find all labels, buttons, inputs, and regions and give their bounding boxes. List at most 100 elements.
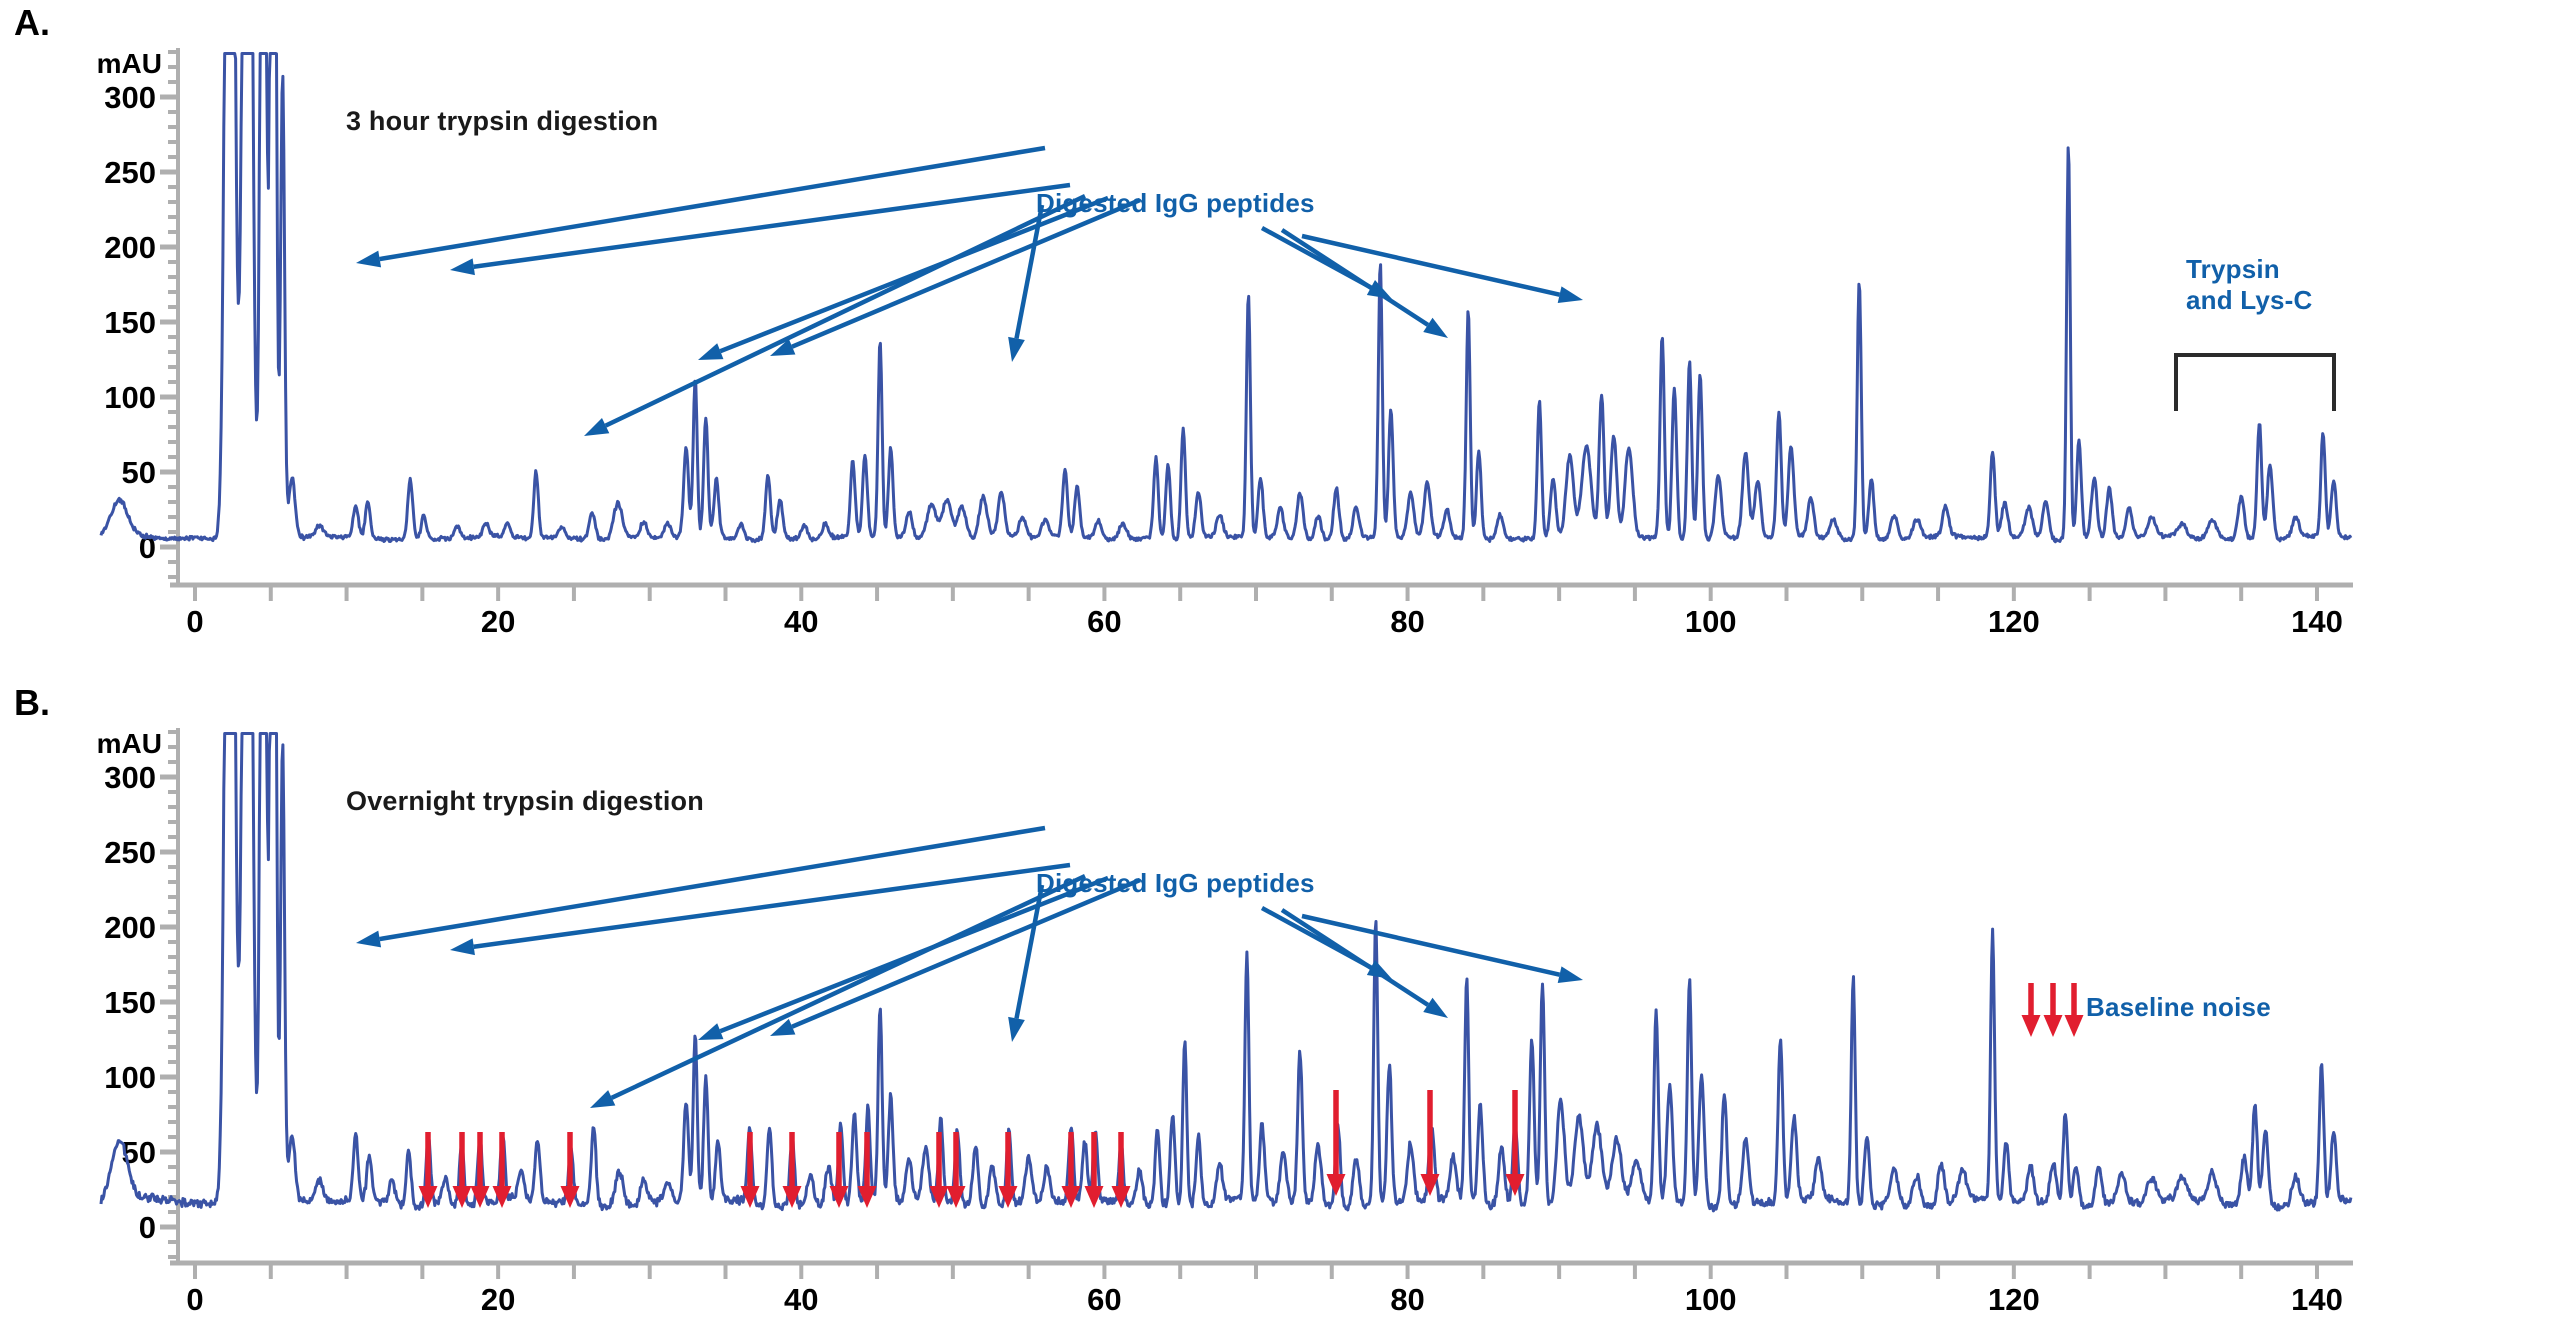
x-tick-label: 80 bbox=[1390, 604, 1424, 639]
y-tick-label: 100 bbox=[104, 1060, 156, 1095]
x-tick-label: 60 bbox=[1087, 1282, 1121, 1317]
annotation-arrow-shaft bbox=[1014, 884, 1045, 1019]
annotation-arrow-head bbox=[1008, 336, 1025, 362]
red-arrow-head bbox=[1084, 1186, 1104, 1208]
red-arrow-head bbox=[2043, 1015, 2063, 1037]
annotation-arrow-shaft bbox=[473, 182, 1071, 269]
annotation-arrow-shaft bbox=[719, 195, 1109, 354]
annotation-arrow-head bbox=[1557, 966, 1583, 983]
annotation-arrow-head bbox=[356, 930, 382, 948]
annotation-arrow-head bbox=[1423, 997, 1448, 1018]
x-tick-label: 140 bbox=[2291, 1282, 2343, 1317]
red-arrow-head bbox=[998, 1186, 1018, 1208]
annotation-arrow-head bbox=[698, 1023, 724, 1040]
x-tick-label: 120 bbox=[1988, 604, 2040, 639]
trypsin-line-1: Trypsin bbox=[2186, 254, 2280, 284]
x-tick-label: 100 bbox=[1685, 604, 1737, 639]
red-arrow-head bbox=[782, 1186, 802, 1208]
red-arrow-head bbox=[1061, 1186, 1081, 1208]
annotation-arrow-shaft bbox=[791, 197, 1141, 349]
panel-b-baseline-noise-annotation: Baseline noise bbox=[2086, 992, 2271, 1022]
red-arrow-head bbox=[2021, 1015, 2041, 1037]
y-tick-label: 0 bbox=[139, 1210, 156, 1245]
annotation-arrow-shaft bbox=[1301, 913, 1561, 977]
annotation-arrow-head bbox=[770, 1018, 796, 1036]
red-arrow-head bbox=[2064, 1015, 2084, 1037]
annotation-arrow-head bbox=[1557, 286, 1583, 303]
annotation-arrow-shaft bbox=[1301, 233, 1561, 297]
annotation-arrow-head bbox=[1366, 280, 1392, 299]
y-tick-label: 250 bbox=[104, 835, 156, 870]
annotation-arrow-head bbox=[356, 250, 382, 268]
panel-a-trypsin-lysc-annotation: Trypsin and Lys-C bbox=[2186, 254, 2313, 316]
red-arrow-head bbox=[560, 1186, 580, 1208]
annotation-arrow-shaft bbox=[610, 873, 1086, 1100]
annotation-arrow-head bbox=[1423, 317, 1448, 338]
x-tick-label: 0 bbox=[186, 604, 203, 639]
chromatogram-trace-A bbox=[99, 52, 2353, 544]
panel-b-title: Overnight trypsin digestion bbox=[346, 786, 704, 816]
x-tick-label: 40 bbox=[784, 604, 818, 639]
annotation-arrow-shaft bbox=[1280, 908, 1430, 1007]
red-arrow-head bbox=[1111, 1186, 1131, 1208]
annotation-arrow-head bbox=[590, 1090, 616, 1108]
x-tick-label: 120 bbox=[1988, 1282, 2040, 1317]
y-tick-label: 200 bbox=[104, 910, 156, 945]
red-arrow-head bbox=[857, 1186, 877, 1208]
red-arrow-head bbox=[470, 1186, 490, 1208]
annotation-arrow-head bbox=[770, 338, 796, 356]
annotation-arrow-head bbox=[450, 258, 475, 276]
x-tick-label: 80 bbox=[1390, 1282, 1424, 1317]
annotation-arrow-head bbox=[450, 938, 475, 956]
y-tick-label: 50 bbox=[122, 455, 156, 490]
annotation-arrow-head bbox=[584, 417, 610, 436]
trypsin-lysc-bracket bbox=[2174, 353, 2336, 411]
y-tick-label: 100 bbox=[104, 380, 156, 415]
x-tick-label: 140 bbox=[2291, 604, 2343, 639]
annotation-arrow-shaft bbox=[1280, 228, 1430, 327]
y-tick-label: 200 bbox=[104, 230, 156, 265]
x-tick-label: 100 bbox=[1685, 1282, 1737, 1317]
x-tick-label: 20 bbox=[481, 1282, 515, 1317]
panel-a-y-axis-label: mAU bbox=[96, 48, 162, 79]
trypsin-line-2: and Lys-C bbox=[2186, 285, 2313, 315]
red-arrow-head bbox=[929, 1186, 949, 1208]
annotation-arrow-shaft bbox=[1014, 204, 1045, 339]
x-tick-label: 20 bbox=[481, 604, 515, 639]
annotation-arrow-shaft bbox=[379, 825, 1046, 942]
y-tick-label: 300 bbox=[104, 760, 156, 795]
y-tick-label: 150 bbox=[104, 305, 156, 340]
y-tick-label: 150 bbox=[104, 985, 156, 1020]
y-tick-label: 250 bbox=[104, 155, 156, 190]
red-arrow-head bbox=[492, 1186, 512, 1208]
annotation-arrow-shaft bbox=[604, 193, 1086, 428]
panel-b-letter: B. bbox=[14, 682, 50, 723]
x-tick-label: 0 bbox=[186, 1282, 203, 1317]
annotation-arrow-head bbox=[1366, 960, 1392, 979]
annotation-arrow-shaft bbox=[791, 877, 1141, 1029]
red-arrow-head bbox=[740, 1186, 760, 1208]
red-arrow-head bbox=[418, 1186, 438, 1208]
panel-a-digested-igg-annotation: Digested IgG peptides bbox=[1036, 188, 1315, 218]
panel-b-y-axis-label: mAU bbox=[96, 728, 162, 759]
red-arrow-head bbox=[1326, 1174, 1346, 1196]
red-arrow-head bbox=[1505, 1174, 1525, 1196]
x-tick-label: 40 bbox=[784, 1282, 818, 1317]
red-arrow-head bbox=[1420, 1174, 1440, 1196]
red-arrow-head bbox=[829, 1186, 849, 1208]
annotation-arrow-head bbox=[698, 343, 724, 360]
annotation-arrow-shaft bbox=[719, 875, 1109, 1034]
panel-b-digested-igg-annotation: Digested IgG peptides bbox=[1036, 868, 1315, 898]
red-arrow-head bbox=[946, 1186, 966, 1208]
red-arrow-head bbox=[452, 1186, 472, 1208]
panel-a-letter: A. bbox=[14, 2, 50, 43]
x-tick-label: 60 bbox=[1087, 604, 1121, 639]
annotation-arrow-shaft bbox=[379, 145, 1046, 262]
panel-a-title: 3 hour trypsin digestion bbox=[346, 106, 659, 136]
annotation-arrow-shaft bbox=[473, 862, 1071, 949]
annotation-arrow-head bbox=[1008, 1016, 1025, 1042]
